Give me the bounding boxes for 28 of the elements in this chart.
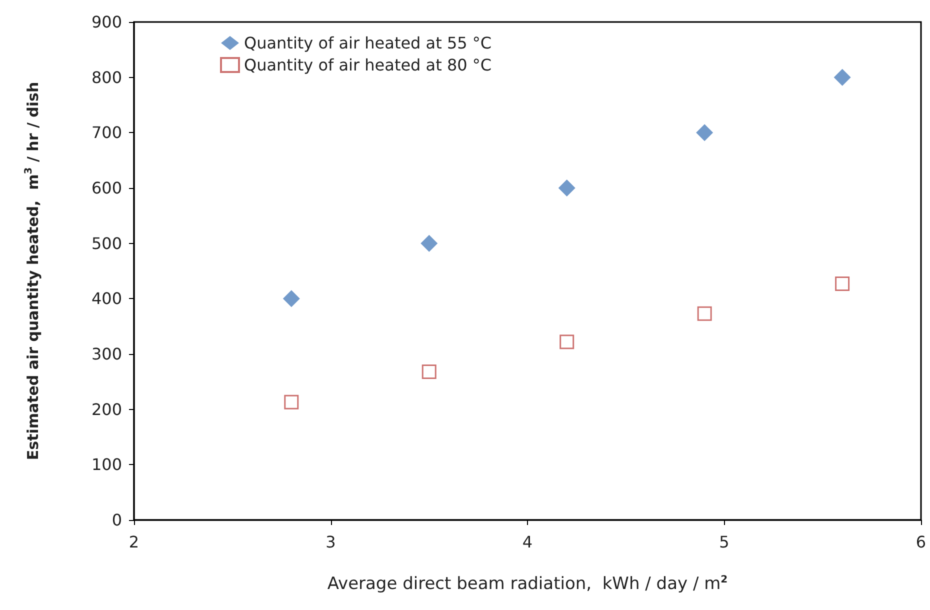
point bbox=[420, 234, 438, 252]
x-tick-label: 6 bbox=[916, 532, 926, 552]
x-tick-label: 3 bbox=[326, 532, 336, 552]
y-tick-label: 400 bbox=[91, 289, 122, 308]
point bbox=[282, 290, 300, 308]
y-tick-label: 900 bbox=[91, 12, 122, 32]
point bbox=[834, 68, 851, 86]
point bbox=[284, 394, 299, 410]
x-tick-label: 2 bbox=[128, 532, 140, 552]
point bbox=[697, 306, 712, 321]
x-tick-label: 4 bbox=[522, 532, 533, 552]
point bbox=[558, 180, 576, 196]
y-tick-label: 100 bbox=[91, 455, 122, 474]
point bbox=[835, 276, 850, 291]
point bbox=[560, 334, 574, 350]
y-tick-label: 0 bbox=[112, 510, 122, 530]
y-tick-label: 500 bbox=[91, 234, 122, 253]
legend-label: Quantity of air heated at 55 °C bbox=[244, 34, 492, 52]
y-tick-label: 700 bbox=[91, 123, 122, 142]
legend-label: Quantity of air heated at 80 °C bbox=[244, 56, 492, 74]
x-tick-label: 5 bbox=[719, 532, 730, 552]
point bbox=[696, 124, 714, 142]
point bbox=[422, 364, 436, 379]
y-tick-label: 200 bbox=[91, 400, 122, 419]
y-tick-label: 300 bbox=[91, 344, 122, 364]
y-tick-label: 600 bbox=[91, 178, 122, 198]
y-tick-label: 800 bbox=[91, 68, 122, 87]
y-axis-title: Estimated air quantity heated, m3 / hr / dish bbox=[24, 82, 42, 460]
